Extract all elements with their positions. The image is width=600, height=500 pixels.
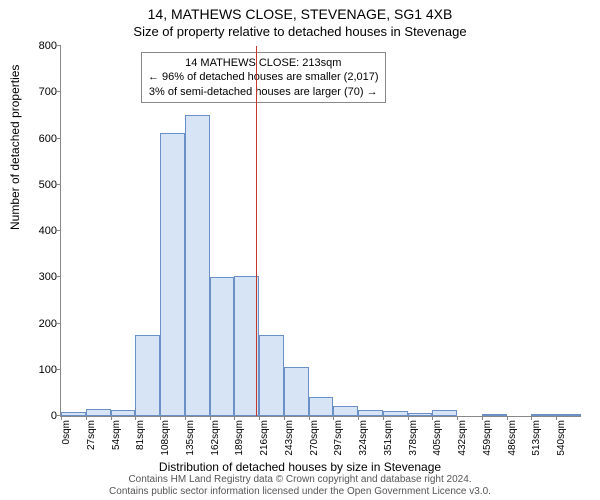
y-tick-mark <box>57 369 61 370</box>
y-tick-label: 200 <box>39 318 57 330</box>
histogram-bar <box>432 410 457 416</box>
title-address: 14, MATHEWS CLOSE, STEVENAGE, SG1 4XB <box>0 0 600 22</box>
histogram-bar <box>531 414 556 416</box>
x-tick-label: 378sqm <box>408 420 419 456</box>
histogram-bar <box>111 410 136 416</box>
y-tick-label: 100 <box>39 364 57 376</box>
y-tick-label: 500 <box>39 179 57 191</box>
x-tick-label: 81sqm <box>135 420 146 450</box>
x-tick-label: 351sqm <box>383 420 394 456</box>
histogram-bar <box>185 115 210 416</box>
histogram-bar <box>383 411 408 416</box>
y-tick-label: 0 <box>51 410 57 422</box>
histogram-bar <box>135 335 160 416</box>
y-tick-mark <box>57 276 61 277</box>
annotation-box: 14 MATHEWS CLOSE: 213sqm ← 96% of detach… <box>141 52 386 103</box>
histogram-bar <box>259 335 284 416</box>
y-tick-label: 300 <box>39 271 57 283</box>
x-tick-label: 297sqm <box>333 420 344 456</box>
footer-line2: Contains public sector information licen… <box>0 486 600 498</box>
y-tick-mark <box>57 230 61 231</box>
x-axis-label: Distribution of detached houses by size … <box>0 460 600 474</box>
y-tick-label: 800 <box>39 40 57 52</box>
x-tick-label: 432sqm <box>457 420 468 456</box>
y-tick-mark <box>57 323 61 324</box>
x-tick-label: 243sqm <box>284 420 295 456</box>
histogram-bar <box>408 413 433 416</box>
y-tick-label: 700 <box>39 86 57 98</box>
footer-attribution: Contains HM Land Registry data © Crown c… <box>0 474 600 498</box>
chart-container: 14, MATHEWS CLOSE, STEVENAGE, SG1 4XB Si… <box>0 0 600 500</box>
chart-area: 14 MATHEWS CLOSE: 213sqm ← 96% of detach… <box>60 46 580 416</box>
x-tick-label: 0sqm <box>61 420 72 444</box>
histogram-bar <box>482 414 507 416</box>
y-tick-mark <box>57 184 61 185</box>
x-tick-label: 108sqm <box>160 420 171 456</box>
x-tick-label: 486sqm <box>507 420 518 456</box>
annotation-line2: ← 96% of detached houses are smaller (2,… <box>148 70 379 84</box>
x-tick-label: 162sqm <box>210 420 221 456</box>
title-subtitle: Size of property relative to detached ho… <box>0 24 600 39</box>
histogram-bar <box>358 410 383 416</box>
histogram-bar <box>309 397 334 416</box>
reference-line <box>256 46 257 416</box>
x-tick-label: 459sqm <box>482 420 493 456</box>
histogram-bar <box>86 409 111 416</box>
plot-region: 14 MATHEWS CLOSE: 213sqm ← 96% of detach… <box>60 46 581 417</box>
histogram-bar <box>61 412 86 416</box>
annotation-line1: 14 MATHEWS CLOSE: 213sqm <box>148 56 379 70</box>
y-tick-label: 600 <box>39 133 57 145</box>
x-tick-label: 189sqm <box>234 420 245 456</box>
x-tick-label: 513sqm <box>531 420 542 456</box>
histogram-bar <box>284 367 309 416</box>
x-tick-label: 405sqm <box>432 420 443 456</box>
x-tick-label: 270sqm <box>309 420 320 456</box>
histogram-bar <box>333 406 358 416</box>
y-tick-mark <box>57 91 61 92</box>
x-tick-label: 54sqm <box>111 420 122 450</box>
y-tick-label: 400 <box>39 225 57 237</box>
y-axis-label: Number of detached properties <box>8 65 22 230</box>
annotation-line3: 3% of semi-detached houses are larger (7… <box>148 85 379 99</box>
y-tick-mark <box>57 138 61 139</box>
y-tick-mark <box>57 45 61 46</box>
histogram-bar <box>160 133 185 416</box>
footer-line1: Contains HM Land Registry data © Crown c… <box>0 474 600 486</box>
histogram-bar <box>556 414 581 416</box>
x-tick-label: 540sqm <box>556 420 567 456</box>
x-tick-label: 216sqm <box>259 420 270 456</box>
histogram-bar <box>210 277 235 416</box>
x-tick-label: 27sqm <box>86 420 97 450</box>
x-tick-label: 324sqm <box>358 420 369 456</box>
x-tick-label: 135sqm <box>185 420 196 456</box>
